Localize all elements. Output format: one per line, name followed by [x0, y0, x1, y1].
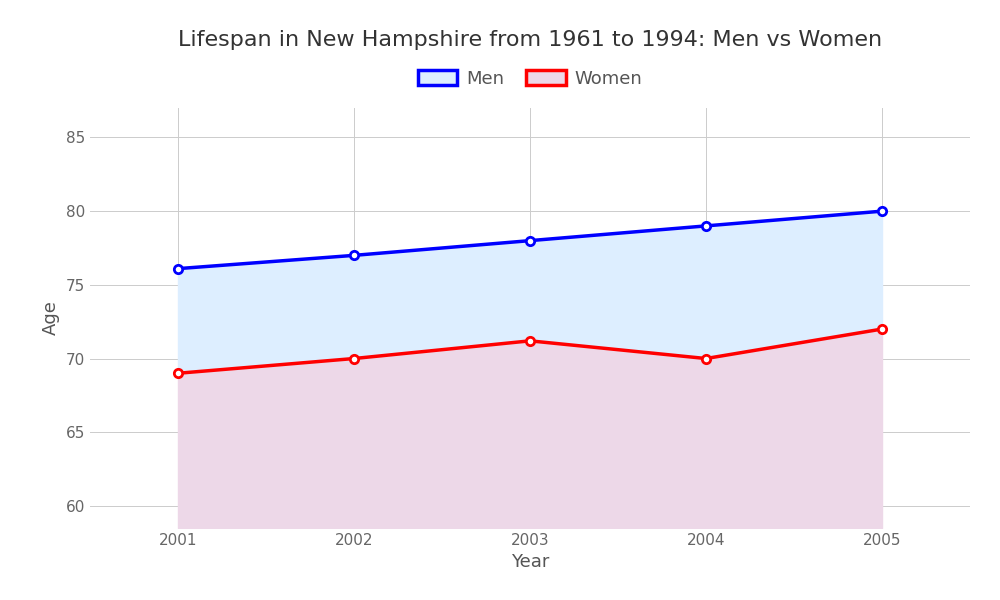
Legend: Men, Women: Men, Women [410, 62, 650, 95]
Y-axis label: Age: Age [42, 301, 60, 335]
Title: Lifespan in New Hampshire from 1961 to 1994: Men vs Women: Lifespan in New Hampshire from 1961 to 1… [178, 29, 882, 49]
X-axis label: Year: Year [511, 553, 549, 571]
